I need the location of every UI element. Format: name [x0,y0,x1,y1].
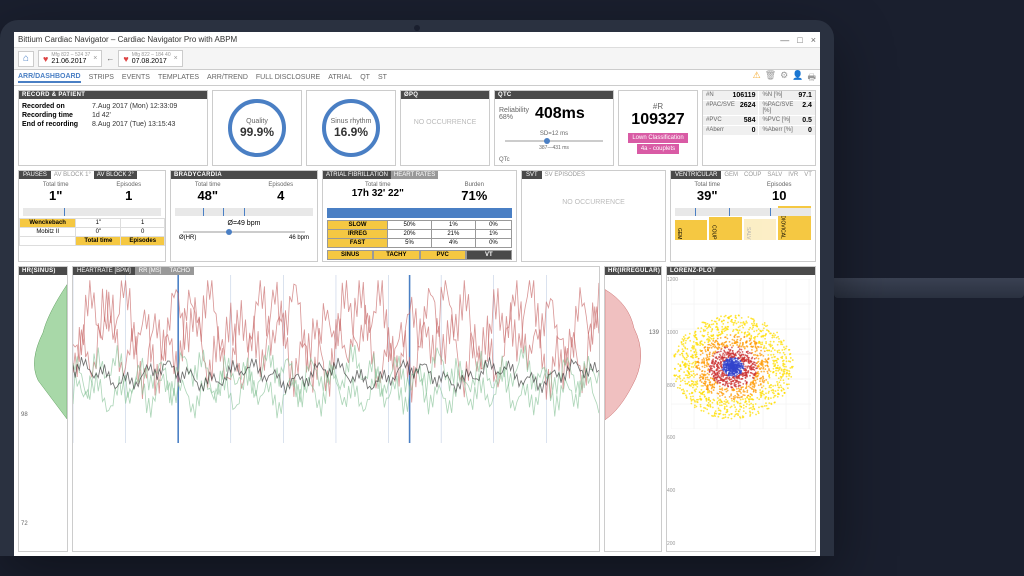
r-count-panel: #R 109327 Lown Classification 4a - coupl… [618,90,698,166]
home-button[interactable]: ⌂ [18,51,34,67]
lown-button[interactable]: Lown Classification [628,133,687,143]
heart-icon: ♥ [43,54,48,64]
stat-cell: %N [%]97.1 [759,91,814,100]
pauses-tab[interactable]: PAUSES [19,171,51,179]
close-icon[interactable]: × [93,55,97,62]
print-icon[interactable]: 🖶 [807,70,816,86]
tab-atrial[interactable]: ATRIAL [328,74,352,81]
maximize-icon[interactable]: □ [797,35,802,45]
sinus-panel: Sinus rhythm 16.9% [306,90,396,166]
stat-cell: #PVC584 [703,116,758,125]
record-patient-panel: RECORD & PATIENT Recorded on7.Aug 2017 (… [18,90,208,166]
date-range-2[interactable]: ♥ Mfg 822 – 184 40 07.08.2017 × [118,50,182,67]
warning-icon[interactable]: ⚠ [753,70,761,86]
pauses-panel: PAUSES AV BLOCK 1° AV BLOCK 2° Total tim… [18,170,166,262]
hr-sinus-panel: HR(SINUS) 98 72 [18,266,68,552]
toolbar: ⌂ ♥ Mfg 822 – 524 37 21.06.2017 × ← ♥ Mf… [14,48,820,70]
app-title: Bittium Cardiac Navigator – Cardiac Navi… [18,35,237,44]
date-range-1[interactable]: ♥ Mfg 822 – 524 37 21.06.2017 × [38,50,102,67]
stats-panel: #N106119%N [%]97.1#PAC/SVE2624%PAC/SVE [… [702,90,816,166]
tab-disclosure[interactable]: FULL DISCLOSURE [256,74,320,81]
minimize-icon[interactable]: — [780,35,789,45]
titlebar: Bittium Cardiac Navigator – Cardiac Navi… [14,32,820,48]
couplets-button[interactable]: 4a - couplets [637,144,679,154]
stat-cell: %Aberr [%]0 [759,126,814,135]
nav-tabs: ARR/DASHBOARD STRIPS EVENTS TEMPLATES AR… [14,70,820,86]
tab-qt[interactable]: QT [360,74,370,81]
tab-dashboard[interactable]: ARR/DASHBOARD [18,73,81,83]
svt-panel: SVT SV EPISODES NO OCCURRENCE [521,170,666,262]
stat-cell: %PVC [%]0.5 [759,116,814,125]
stat-cell: %PAC/SVE [%]2.4 [759,101,814,115]
heartrate-chart-panel[interactable]: HEARTRATE [BPM] RR [MS] TACHO [72,266,600,552]
lorenz-plot-panel[interactable]: LORENZ-PLOT 12001000800600400200 [666,266,816,552]
heart-icon: ♥ [123,54,128,64]
opq-panel: ØPQ NO OCCURRENCE [400,90,490,166]
bradycardia-panel: BRADYCARDIA Total time48" Episodes4 Ø=49… [170,170,318,262]
close-icon[interactable]: × [811,35,816,45]
afib-panel: ATRIAL FIBRILLATION HEART RATES Total ti… [322,170,517,262]
tab-events[interactable]: EVENTS [122,74,150,81]
qtc-panel: QTC Reliability 68% 408ms SD=12 ms 387—4… [494,90,614,166]
hr-irregular-panel: HR(IRREGULAR) 139 [604,266,662,552]
user-icon[interactable]: 👤 [792,70,803,86]
stat-cell: #N106119 [703,91,758,100]
ventricular-panel: VENTRICULAR GEM COUP SALV IVR VT Total t… [670,170,816,262]
trash-icon[interactable]: 🗑 [765,70,776,86]
tab-templates[interactable]: TEMPLATES [158,74,199,81]
tab-trend[interactable]: ARR/TREND [207,74,248,81]
stat-cell: #Aberr0 [703,126,758,135]
stat-cell: #PAC/SVE2624 [703,101,758,115]
close-icon[interactable]: × [174,55,178,62]
settings-icon[interactable]: ⚙ [780,70,788,86]
qtc-slider[interactable] [505,140,603,142]
tab-strips[interactable]: STRIPS [89,74,114,81]
quality-panel: Quality 99.9% [212,90,302,166]
panel-header: RECORD & PATIENT [19,91,207,99]
tab-st[interactable]: ST [378,74,387,81]
